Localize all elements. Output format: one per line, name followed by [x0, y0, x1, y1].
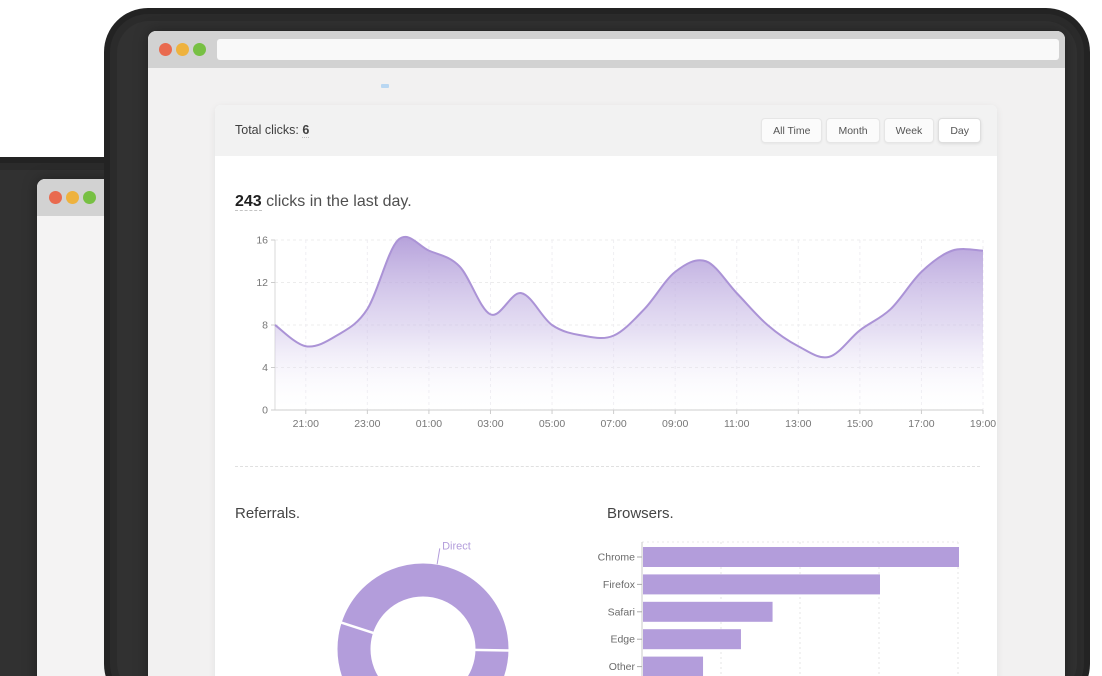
zoom-button-icon[interactable] — [193, 43, 206, 56]
svg-text:09:00: 09:00 — [662, 418, 688, 430]
total-clicks: Total clicks: 6 — [235, 105, 310, 156]
svg-text:03:00: 03:00 — [477, 418, 503, 430]
filter-button-month[interactable]: Month — [826, 118, 880, 143]
svg-text:0: 0 — [262, 405, 268, 417]
svg-text:21:00: 21:00 — [293, 418, 319, 430]
close-button-icon[interactable] — [49, 191, 62, 204]
svg-text:11:00: 11:00 — [724, 418, 750, 430]
svg-text:13:00: 13:00 — [785, 418, 811, 430]
svg-text:15:00: 15:00 — [847, 418, 873, 430]
svg-text:17:00: 17:00 — [908, 418, 934, 430]
svg-text:Direct: Direct — [442, 540, 471, 552]
minimize-button-icon[interactable] — [66, 191, 79, 204]
referrals-title: Referrals. — [235, 505, 301, 522]
browsers-title: Browsers. — [607, 505, 674, 522]
browsers-bar-chart: Chrome Firefox Safari Edge Other — [598, 541, 959, 676]
referrals-donut-chart: Direct — [336, 540, 514, 676]
time-range-filters: All Time Month Week Day — [761, 118, 981, 143]
clicks-area-chart: 21:00 23:00 01:00 03:00 05:00 07:00 09:00 11:00… — [256, 235, 996, 431]
front-url-bar[interactable] — [217, 39, 1059, 60]
svg-text:Edge: Edge — [610, 634, 635, 646]
filter-button-day[interactable]: Day — [938, 118, 981, 143]
front-browser-window: Total clicks: 6 All Time Month Week Day 243… — [148, 31, 1065, 676]
svg-text:05:00: 05:00 — [539, 418, 565, 430]
svg-text:07:00: 07:00 — [600, 418, 626, 430]
filter-button-week[interactable]: Week — [883, 118, 935, 143]
clicks-count: 243 — [235, 193, 262, 211]
close-button-icon[interactable] — [159, 43, 172, 56]
svg-text:4: 4 — [262, 362, 268, 374]
minimize-button-icon[interactable] — [176, 43, 189, 56]
clicks-headline-text: clicks in the last day. — [261, 193, 412, 210]
zoom-button-icon[interactable] — [83, 191, 96, 204]
svg-text:12: 12 — [256, 277, 268, 289]
total-clicks-value: 6 — [302, 123, 310, 138]
panel-header: Total clicks: 6 All Time Month Week Day — [215, 105, 997, 156]
svg-text:Other: Other — [609, 661, 636, 673]
total-clicks-label: Total clicks: — [235, 123, 299, 137]
clicks-headline: 243 clicks in the last day. — [235, 193, 412, 211]
svg-text:Safari: Safari — [608, 606, 635, 618]
section-divider — [235, 466, 980, 467]
svg-text:19:00: 19:00 — [970, 418, 996, 430]
front-titlebar — [148, 31, 1065, 68]
svg-text:Chrome: Chrome — [598, 552, 636, 564]
svg-text:Firefox: Firefox — [603, 579, 636, 591]
svg-text:16: 16 — [256, 235, 268, 247]
svg-text:01:00: 01:00 — [416, 418, 442, 430]
analytics-panel: Total clicks: 6 All Time Month Week Day 243… — [215, 105, 997, 676]
svg-text:23:00: 23:00 — [354, 418, 380, 430]
filter-button-all-time[interactable]: All Time — [761, 118, 823, 143]
page-artifact — [381, 84, 389, 88]
svg-text:8: 8 — [262, 320, 268, 332]
